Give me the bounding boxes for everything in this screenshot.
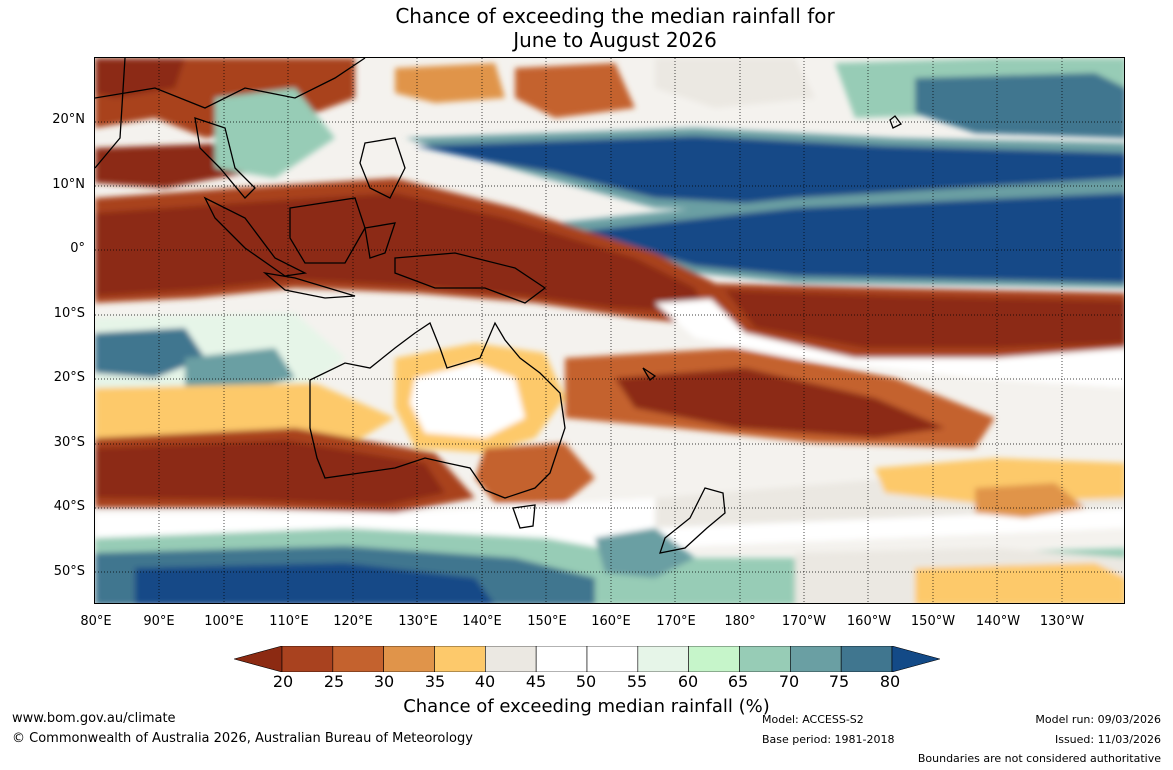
probability-field (95, 58, 1124, 603)
lon-label: 120°E (333, 614, 373, 629)
source-url: www.bom.gov.au/climate (12, 711, 176, 726)
coastlines (95, 58, 902, 554)
boundaries-disclaimer: Boundaries are not considered authoritat… (917, 752, 1161, 765)
lat-label: 20°S (53, 370, 85, 385)
australia-outline (309, 321, 566, 499)
lon-label: 170°W (781, 614, 827, 629)
graticule (95, 58, 1124, 603)
indochina-outline (194, 117, 256, 199)
colorbar-tick: 25 (323, 672, 345, 691)
model-run-date: Model run: 09/03/2026 (1035, 713, 1161, 726)
lat-label: 30°S (53, 435, 85, 450)
colorbar-tick: 55 (626, 672, 648, 691)
colorbar-tick: 80 (879, 672, 901, 691)
borneo-outline (289, 197, 366, 264)
map-title: Chance of exceeding the median rainfall … (0, 4, 1173, 52)
lon-label: 140°E (462, 614, 502, 629)
colorbar-tick: 50 (575, 672, 597, 691)
colorbar-segment (637, 646, 689, 672)
lat-label: 40°S (53, 499, 85, 514)
lon-label: 90°E (143, 614, 175, 629)
lat-label: 20°N (52, 112, 85, 127)
colorbar-segment (586, 646, 639, 672)
colorbar-segment (485, 646, 537, 672)
colorbar-tick: 40 (474, 672, 496, 691)
title-line-1: Chance of exceeding the median rainfall … (395, 4, 835, 28)
colorbar-segment (434, 646, 486, 672)
colorbar-tick: 30 (373, 672, 395, 691)
colorbar-segment (332, 646, 384, 672)
lon-label: 130°W (1039, 614, 1085, 629)
map-svg (95, 58, 1124, 603)
asia-coast (95, 58, 366, 109)
model-name: Model: ACCESS-S2 (762, 713, 864, 726)
india-coast (95, 58, 126, 169)
lon-label: 140°W (975, 614, 1021, 629)
colorbar-low-arrow (234, 646, 283, 672)
lon-label: 180° (724, 614, 756, 629)
lon-label: 160°W (846, 614, 892, 629)
colorbar-tick: 45 (525, 672, 547, 691)
colorbar-tick: 65 (727, 672, 749, 691)
tasmania-outline (512, 504, 536, 529)
lon-label: 100°E (204, 614, 244, 629)
sulawesi-outline (364, 222, 396, 259)
lon-label: 170°E (656, 614, 696, 629)
java-outline (262, 271, 356, 299)
lat-label: 10°S (53, 306, 85, 321)
colorbar-segment (383, 646, 435, 672)
colorbar-tick: 35 (424, 672, 446, 691)
colorbar-segment (688, 646, 740, 672)
colorbar-tick: 70 (778, 672, 800, 691)
colorbar-segment (739, 646, 791, 672)
colorbar-tick: 75 (828, 672, 850, 691)
lon-label: 160°E (591, 614, 631, 629)
base-period: Base period: 1981-2018 (762, 733, 895, 746)
lat-label: 50°S (53, 564, 85, 579)
issued-date: Issued: 11/03/2026 (1054, 733, 1161, 746)
colorbar-segment (790, 646, 842, 672)
lat-label: 0° (70, 241, 85, 256)
lon-label: 110°E (269, 614, 309, 629)
title-line-2: June to August 2026 (513, 28, 717, 52)
sumatra-outline (203, 196, 308, 277)
colorbar-high-arrow (891, 646, 940, 672)
new-caledonia-outline (642, 367, 657, 381)
hawaii-outline (889, 115, 902, 129)
lon-label: 80°E (80, 614, 112, 629)
copyright-notice: © Commonwealth of Australia 2026, Austra… (12, 731, 473, 746)
lon-label: 150°E (527, 614, 567, 629)
colorbar (234, 646, 940, 672)
colorbar-tick: 60 (677, 672, 699, 691)
colorbar-segment (281, 646, 334, 672)
lon-label: 150°W (910, 614, 956, 629)
lat-label: 10°N (52, 177, 85, 192)
lon-label: 130°E (398, 614, 438, 629)
new-zealand-outline (659, 487, 726, 554)
philippines-outline (359, 137, 406, 199)
colorbar-segment (840, 646, 893, 672)
colorbar-tick: 20 (272, 672, 294, 691)
rainfall-map (94, 57, 1125, 604)
colorbar-segment (535, 646, 588, 672)
new-guinea-outline (394, 252, 547, 304)
colorbar-label: Chance of exceeding median rainfall (%) (403, 696, 770, 717)
